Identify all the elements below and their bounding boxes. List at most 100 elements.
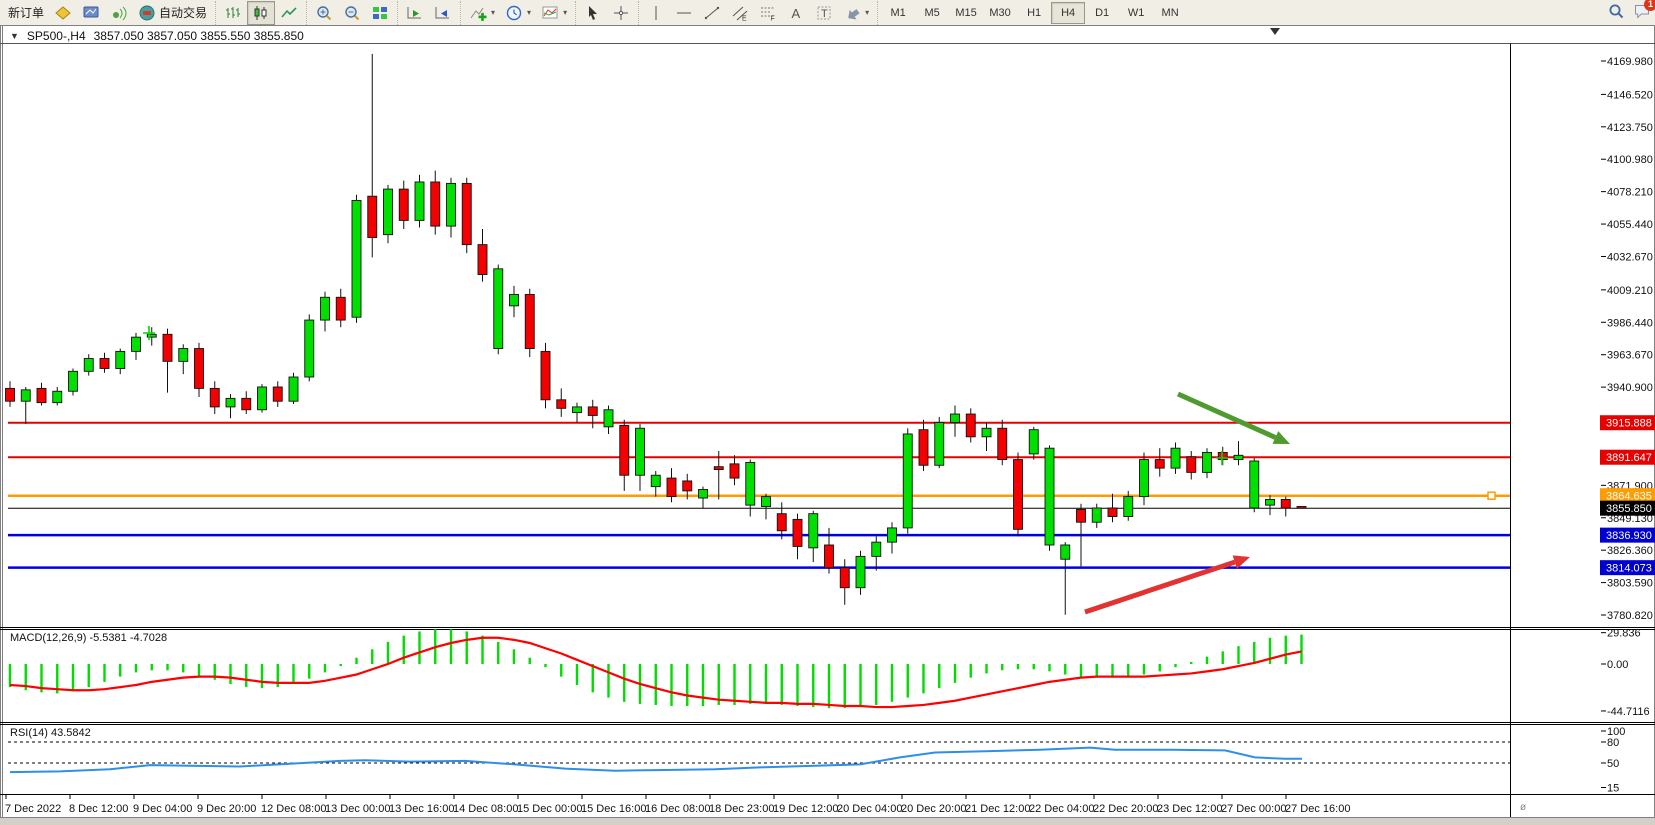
red-up-arrow[interactable]: [1084, 559, 1236, 615]
new-order-button[interactable]: 新订单: [3, 1, 49, 25]
horizontal-line-icon[interactable]: [670, 1, 698, 25]
macd-axis-label: 29.836: [1607, 628, 1641, 640]
fibonacci-icon[interactable]: F: [754, 1, 782, 25]
line-chart-icon[interactable]: [275, 1, 303, 25]
timeframe-m30-button[interactable]: M30: [989, 6, 1011, 19]
candle-body: [540, 350, 551, 401]
candle-body: [619, 424, 630, 476]
ohlc-values: 3857.050 3857.050 3855.550 3855.850: [93, 29, 304, 43]
dropdown-caret-icon[interactable]: ▾: [491, 8, 496, 17]
candle-body: [1233, 454, 1244, 461]
timeframe-m15-button[interactable]: M15: [955, 6, 977, 19]
hline-handle[interactable]: [1487, 491, 1496, 500]
candle-body: [682, 480, 693, 492]
price-tick-label: 4009.210: [1607, 285, 1653, 297]
timeframe-m1-button[interactable]: M1: [890, 6, 906, 19]
order-ticket-icon[interactable]: [49, 1, 77, 25]
candle-body: [1028, 429, 1039, 455]
dropdown-caret-icon[interactable]: ▾: [527, 8, 532, 17]
candle-body: [194, 348, 204, 389]
candle-body: [1091, 507, 1102, 523]
price-badge: [1600, 415, 1655, 431]
text-icon: A: [787, 4, 805, 22]
arrows-shapes-icon: [843, 4, 861, 22]
candle-body: [855, 555, 866, 589]
candlestick-chart-icon: [252, 4, 270, 22]
trendline-icon[interactable]: [698, 1, 726, 25]
charts-window-icon[interactable]: [77, 1, 105, 25]
zoom-out-icon[interactable]: [338, 1, 366, 25]
price-badge-label: 3864.635: [1606, 491, 1652, 503]
symbol-period-label: SP500-,H4: [26, 29, 86, 43]
chat-icon[interactable]: 1: [1633, 0, 1655, 23]
candle-body: [288, 376, 299, 402]
rsi-label: RSI(14) 43.5842: [10, 727, 91, 739]
periods-icon[interactable]: ▾: [500, 1, 536, 25]
chart-shift-icon[interactable]: [429, 1, 457, 25]
green-down-arrow-head[interactable]: [1272, 431, 1290, 444]
candle-body: [1139, 459, 1149, 498]
tile-windows-icon[interactable]: [366, 1, 394, 25]
price-badge-label: 3915.888: [1606, 418, 1652, 430]
text-icon[interactable]: A: [782, 1, 810, 25]
candle-body: [981, 427, 992, 438]
cursor-icon[interactable]: [579, 1, 607, 25]
chart-shift-icon: [434, 4, 452, 22]
candle-body: [761, 496, 771, 508]
candle-body: [650, 474, 661, 488]
timeframe-h1-button[interactable]: H1: [1027, 6, 1042, 19]
add-indicator-icon[interactable]: ▾: [464, 1, 500, 25]
dropdown-caret-icon[interactable]: ▾: [563, 8, 568, 17]
candle-body: [587, 406, 598, 416]
green-down-arrow[interactable]: [1176, 391, 1277, 440]
crosshair-icon[interactable]: [607, 1, 635, 25]
text-label-icon[interactable]: T: [810, 1, 838, 25]
candle-body: [335, 296, 346, 321]
price-badge-label: 3891.647: [1606, 452, 1652, 464]
autotrading-button[interactable]: 自动交易: [133, 1, 212, 25]
timeframe-mn-button[interactable]: MN: [1161, 6, 1179, 19]
timeframe-toolbar: M1 M5 M15 M30 H1 H4 D1 W1 MN: [877, 0, 1190, 25]
candle-body: [1202, 452, 1212, 473]
price-badge-label: 3836.930: [1606, 530, 1652, 542]
svg-text:A: A: [792, 6, 801, 21]
price-tick-label: 4146.520: [1607, 89, 1653, 101]
red-up-arrow-head[interactable]: [1232, 555, 1250, 569]
signals-icon[interactable]: [105, 1, 133, 25]
date-tick-label: 27 Dec 16:00: [1285, 803, 1350, 815]
date-tick-label: 18 Dec 23:00: [709, 803, 774, 815]
channel-icon[interactable]: E: [726, 1, 754, 25]
date-tick-label: 9 Dec 04:00: [133, 803, 192, 815]
auto-scroll-icon: [406, 4, 424, 22]
vertical-line-icon[interactable]: [642, 1, 670, 25]
buy-signal-cross: [143, 326, 155, 340]
toolbar-group: [215, 0, 306, 25]
price-tick-label: 3826.360: [1607, 545, 1653, 557]
chart-shift-marker[interactable]: [1270, 28, 1280, 35]
candle-body: [1060, 544, 1071, 560]
search-icon[interactable]: [1607, 2, 1625, 23]
date-tick-label: 7 Dec 2022: [5, 803, 61, 815]
date-tick-label: 12 Dec 08:00: [261, 803, 326, 815]
timeframe-w1-button[interactable]: W1: [1127, 6, 1145, 19]
timeframe-h4-button[interactable]: H4: [1051, 1, 1086, 24]
candlestick-chart-icon[interactable]: [247, 0, 276, 25]
arrows-shapes-icon[interactable]: ▾: [838, 1, 874, 25]
bar-chart-icon[interactable]: [219, 1, 247, 25]
candle-body: [446, 182, 456, 227]
text-label-icon: T: [815, 4, 833, 22]
date-tick-label: 15 Dec 16:00: [581, 803, 646, 815]
zoom-in-icon[interactable]: [310, 1, 338, 25]
templates-icon[interactable]: ▾: [536, 1, 572, 25]
timeframe-d1-button[interactable]: D1: [1095, 6, 1110, 19]
dropdown-caret-icon[interactable]: ▾: [865, 8, 870, 17]
candle-body: [493, 268, 504, 349]
auto-scroll-icon[interactable]: [401, 1, 429, 25]
macd-axis-label: 0.00: [1607, 659, 1628, 671]
symbol-dropdown-icon[interactable]: ▼: [10, 31, 19, 41]
price-badge: [1600, 488, 1655, 504]
chart-title: ▼ SP500-,H4 3857.050 3857.050 3855.550 3…: [10, 29, 304, 43]
timeframe-m5-button[interactable]: M5: [924, 6, 940, 19]
